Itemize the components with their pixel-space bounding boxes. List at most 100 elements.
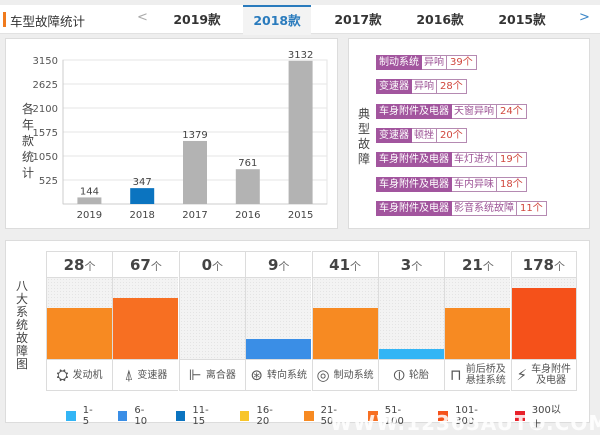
system-count: 41个: [312, 251, 378, 278]
system-bar: [246, 338, 312, 359]
tire-icon: ⦶: [394, 365, 405, 384]
fault-count: 39个: [447, 55, 477, 70]
bar-value-label: 1379: [182, 130, 207, 141]
header-bar: 车型故障统计 < 2019款 2018款 2017款 2016款 2015款 >: [0, 5, 600, 35]
fault-category: 制动系统: [376, 55, 422, 70]
system-label: ⦶ 轮胎: [379, 359, 444, 391]
fault-category: 车身附件及电器: [376, 103, 452, 119]
y-tick-label: 1575: [33, 128, 58, 139]
fault-count: 11个: [517, 200, 547, 216]
system-count: 3个: [379, 251, 444, 278]
system-count: 0个: [179, 251, 245, 278]
legend-label: 6-10: [134, 405, 148, 427]
typical-faults-panel: 典型故障 制动系统 异响 39个 变速器 异响 28个 车身附件及电器 天窗异响 24个 变速器顿…: [348, 38, 590, 229]
fault-category: 车身附件及电器: [376, 200, 452, 216]
gear-shift-icon: ⍋: [124, 365, 134, 384]
bar-value-label: 144: [80, 186, 99, 197]
bar-value-label: 761: [238, 158, 257, 169]
tab-2016[interactable]: 2016款: [416, 12, 464, 27]
year-bar-chart: 525 1050 1575 2100 2625 3150 144 2019 347 2018 137…: [33, 50, 328, 221]
system-column[interactable]: 41个 ◎ 制动系统: [311, 251, 378, 391]
fault-category: 变速器: [376, 127, 412, 143]
fault-category: 变速器: [376, 79, 412, 95]
system-bar: [113, 298, 179, 359]
legend-item: 1-5: [66, 401, 99, 431]
fault-category: 车身附件及电器: [376, 176, 452, 192]
x-tick-label: 2015: [288, 210, 313, 221]
systems-grid: 28个 ⛭ 发动机 67个 ⍋ 变速器 0个 ⊩ 离合器 9个 ⊛ 转向系统 41个 ◎ 制动系统 3个 ⦶ 轮胎…: [46, 251, 577, 391]
fault-tag[interactable]: 车身附件及电器 影音系统故障 11个: [376, 200, 547, 216]
y-tick-label: 525: [39, 176, 58, 187]
legend-label: 21-50: [320, 405, 337, 427]
prev-arrow-icon[interactable]: <: [137, 10, 148, 25]
legend-item: 16-20: [239, 401, 285, 431]
suspension-icon: ⊓: [450, 365, 462, 384]
system-label: ⚡ 车身附件 及电器: [511, 359, 576, 391]
eight-systems-panel: 八大系统故障图 28个 ⛭ 发动机 67个 ⍋ 变速器 0个 ⊩ 离合器 9个 ⊛ 转向系统 41个 ◎ 制…: [5, 240, 590, 431]
fault-tag[interactable]: 车身附件及电器 车灯进水 19个: [376, 152, 527, 168]
x-tick-label: 2016: [235, 210, 260, 221]
system-bar-area: [312, 278, 378, 359]
fault-name: 顿挫: [412, 127, 437, 143]
fault-tag[interactable]: 制动系统 异响 39个: [376, 55, 477, 70]
fault-name: 车内异味: [452, 176, 497, 192]
next-arrow-icon[interactable]: >: [579, 10, 590, 25]
tab-2015[interactable]: 2015款: [498, 12, 546, 27]
system-column[interactable]: 28个 ⛭ 发动机: [46, 251, 112, 391]
bar-2015: [288, 60, 313, 204]
legend-swatch: [66, 411, 76, 421]
system-name: 变速器: [137, 369, 168, 381]
legend-item: 300以上: [515, 401, 570, 431]
fault-tag[interactable]: 变速器 顿挫 20个: [376, 127, 467, 143]
bar-2019: [77, 197, 102, 204]
system-bar: [312, 308, 378, 359]
bar-2017: [183, 140, 207, 204]
tab-2019[interactable]: 2019款: [173, 12, 221, 27]
eight-systems-label: 八大系统故障图: [15, 279, 28, 371]
legend-swatch: [175, 411, 186, 421]
tab-2017[interactable]: 2017款: [334, 12, 382, 27]
legend-swatch: [515, 411, 525, 421]
fault-tag[interactable]: 车身附件及电器 天窗异响 24个: [376, 103, 527, 119]
system-column[interactable]: 21个 ⊓ 前后桥及 悬挂系统: [444, 251, 511, 391]
system-bar-area: [179, 278, 245, 359]
legend-item: 6-10: [117, 401, 157, 431]
system-column[interactable]: 3个 ⦶ 轮胎: [378, 251, 444, 391]
fault-category: 车身附件及电器: [376, 152, 452, 168]
fault-count: 20个: [437, 127, 467, 143]
system-column[interactable]: 9个 ⊛ 转向系统: [245, 251, 312, 391]
fault-count: 19个: [497, 152, 527, 168]
typical-faults-label: 典型故障: [357, 107, 370, 166]
system-name: 制动系统: [333, 369, 374, 381]
fault-tag[interactable]: 车身附件及电器 车内异味 18个: [376, 176, 527, 192]
system-name: 前后桥及 悬挂系统: [465, 364, 506, 386]
system-label: ⍋ 变速器: [113, 359, 179, 391]
legend-item: 11-15: [175, 401, 221, 431]
system-column[interactable]: 67个 ⍋ 变速器: [112, 251, 179, 391]
system-label: ◎ 制动系统: [312, 359, 378, 391]
legend-swatch: [303, 411, 314, 421]
fault-name: 异响: [412, 79, 437, 95]
legend-label: 300以上: [531, 405, 561, 431]
fault-name: 影音系统故障: [452, 200, 517, 216]
legend-swatch: [438, 411, 449, 421]
watermark: WWW.12365AUTO.COM.CN: [330, 411, 600, 435]
system-column[interactable]: 178个 ⚡ 车身附件 及电器: [510, 251, 577, 391]
brake-disc-icon: ◎: [316, 365, 330, 384]
legend-label: 51-100: [384, 405, 404, 427]
engine-icon: ⛭: [56, 365, 69, 384]
system-label: ⊓ 前后桥及 悬挂系统: [445, 359, 511, 391]
fault-tag[interactable]: 变速器 异响 28个: [376, 79, 467, 95]
x-tick-label: 2018: [129, 210, 154, 221]
system-name: 轮胎: [408, 369, 429, 381]
system-column[interactable]: 0个 ⊩ 离合器: [178, 251, 245, 391]
system-bar: [445, 308, 511, 359]
legend-item: 101-300: [438, 401, 496, 431]
clutch-pedal-icon: ⊩: [188, 365, 202, 384]
system-label: ⊛ 转向系统: [246, 359, 312, 391]
y-tick-label: 2625: [33, 80, 58, 91]
bar-value-label: 347: [133, 177, 152, 188]
system-count: 21个: [445, 251, 511, 278]
legend-item: 21-50: [303, 401, 349, 431]
tab-2018[interactable]: 2018款: [243, 5, 311, 35]
